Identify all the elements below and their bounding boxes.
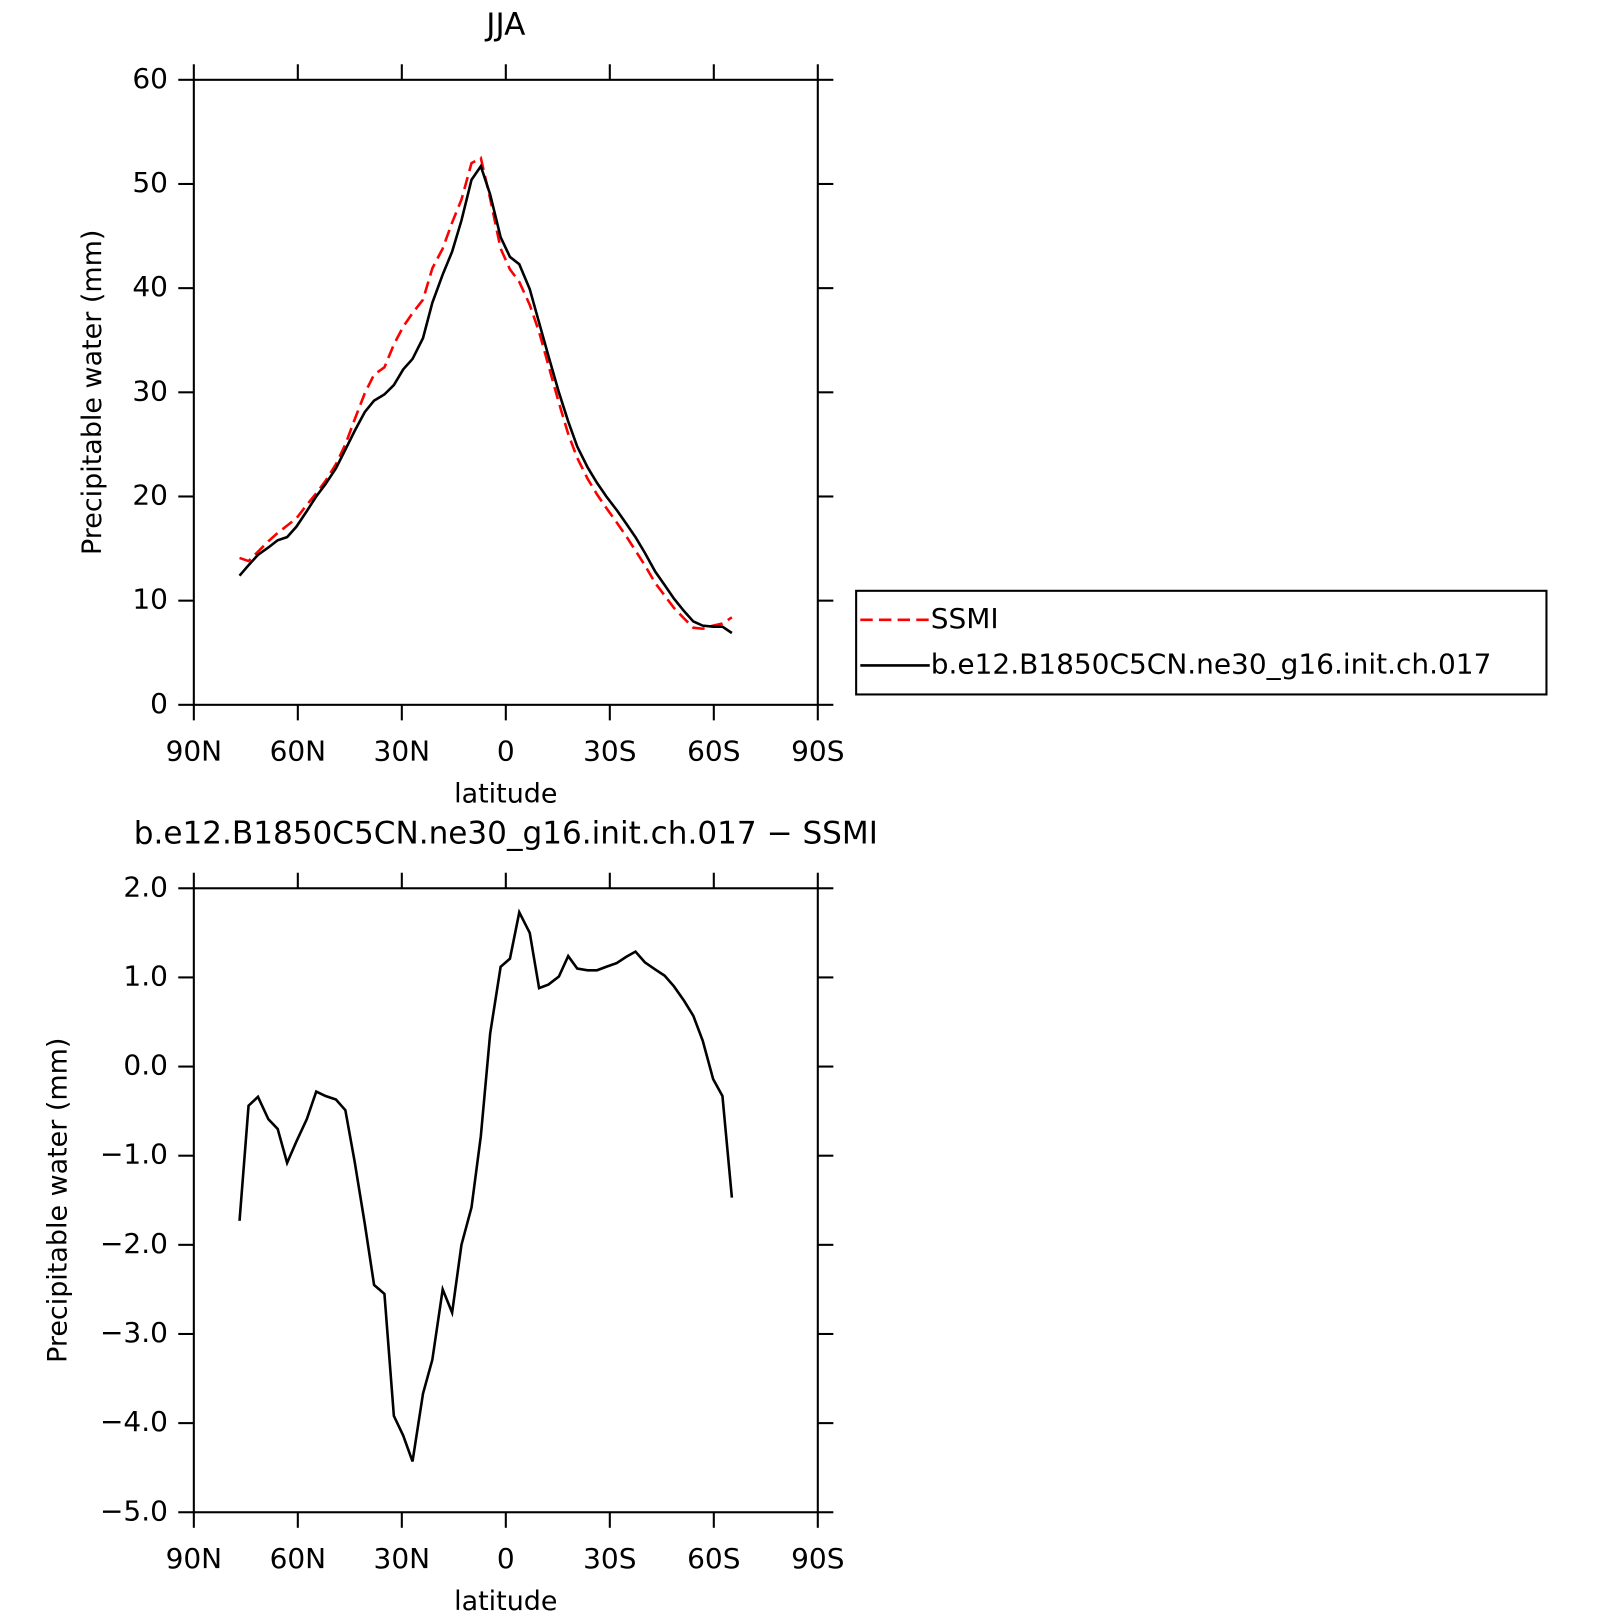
y-tick-label: −2.0 [100,1227,168,1260]
y-tick-label: 30 [132,374,168,407]
y-tick-label: 0 [150,687,168,720]
y-tick-label: 2.0 [123,870,167,903]
x-tick-label: 90N [166,734,223,767]
x-tick-label: 90S [791,1542,844,1575]
plot-area: JJA latitude Precipitable water (mm) 90N 60N… [43,7,1548,1617]
x-tick-label: 60S [687,734,740,767]
x-tick-label: 60N [270,734,327,767]
chart-title: b.e12.B1850C5CN.ne30_g16.init.ch.017 − S… [134,815,878,851]
x-tick-label: 30S [583,734,636,767]
plot-frame [192,887,819,1514]
legend-label: SSMI [931,602,999,635]
y-tick-label: 50 [132,166,168,199]
y-tick-label: −4.0 [100,1405,168,1438]
data-line [238,908,734,1462]
y-tick-label: 40 [132,270,168,303]
data-line [239,155,733,631]
y-tick-label: 1.0 [123,959,167,992]
y-axis-label: Precipitable water (mm) [77,230,108,555]
y-tick-label: −3.0 [100,1316,168,1349]
x-tick-label: 0 [497,1542,515,1575]
x-tick-label: 30N [374,1542,431,1575]
y-tick-label: −1.0 [100,1138,168,1171]
y-tick-label: 10 [132,583,168,616]
y-tick-label: 20 [132,478,168,511]
legend-label: b.e12.B1850C5CN.ne30_g16.init.ch.017 [931,647,1492,680]
x-tick-label: 60N [270,1542,327,1575]
chart-title: JJA [484,7,525,43]
plot-frame [192,78,819,706]
x-tick-label: 90N [166,1542,223,1575]
y-axis-label: Precipitable water (mm) [43,1038,74,1363]
legend-box [855,589,1548,696]
y-tick-label: −5.0 [100,1494,168,1527]
data-line [238,163,733,635]
x-tick-label: 60S [687,1542,740,1575]
y-tick-label: 0.0 [123,1049,167,1082]
x-tick-label: 0 [497,734,515,767]
y-tick-label: 60 [132,62,168,95]
x-tick-label: 30S [583,1542,636,1575]
x-tick-label: 90S [791,734,844,767]
x-axis-label: latitude [454,778,557,809]
x-tick-label: 30N [374,734,431,767]
x-axis-label: latitude [454,1586,557,1617]
